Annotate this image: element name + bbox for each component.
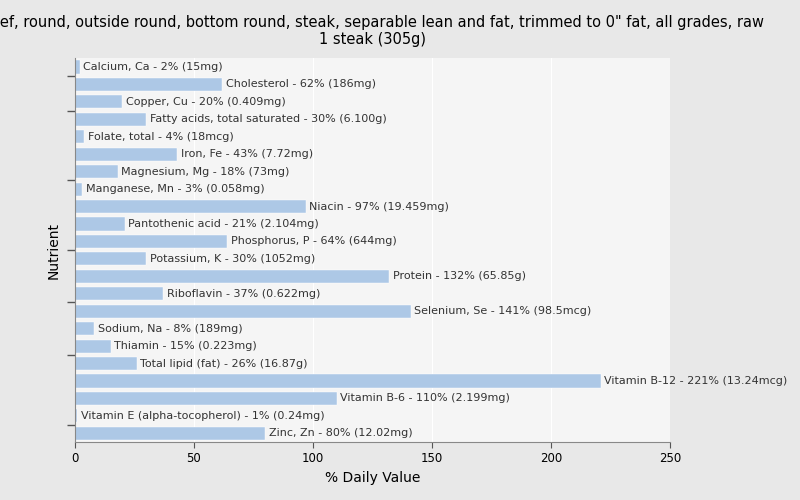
Text: Magnesium, Mg - 18% (73mg): Magnesium, Mg - 18% (73mg) bbox=[122, 166, 290, 176]
Text: Vitamin B-6 - 110% (2.199mg): Vitamin B-6 - 110% (2.199mg) bbox=[340, 394, 510, 404]
Bar bbox=[75, 340, 110, 352]
Bar bbox=[75, 60, 80, 74]
Bar bbox=[75, 270, 389, 283]
Bar bbox=[75, 427, 266, 440]
Text: Calcium, Ca - 2% (15mg): Calcium, Ca - 2% (15mg) bbox=[83, 62, 223, 72]
Bar bbox=[75, 392, 337, 405]
Title: Beef, round, outside round, bottom round, steak, separable lean and fat, trimmed: Beef, round, outside round, bottom round… bbox=[0, 15, 764, 48]
Bar bbox=[75, 374, 601, 388]
X-axis label: % Daily Value: % Daily Value bbox=[325, 471, 420, 485]
Text: Total lipid (fat) - 26% (16.87g): Total lipid (fat) - 26% (16.87g) bbox=[140, 358, 308, 368]
Text: Riboflavin - 37% (0.622mg): Riboflavin - 37% (0.622mg) bbox=[166, 289, 320, 299]
Text: Sodium, Na - 8% (189mg): Sodium, Na - 8% (189mg) bbox=[98, 324, 242, 334]
Bar bbox=[75, 78, 222, 91]
Bar bbox=[75, 410, 78, 422]
Bar bbox=[75, 322, 94, 335]
Bar bbox=[75, 304, 410, 318]
Bar bbox=[75, 130, 85, 143]
Text: Vitamin E (alpha-tocopherol) - 1% (0.24mg): Vitamin E (alpha-tocopherol) - 1% (0.24m… bbox=[81, 411, 325, 421]
Text: Zinc, Zn - 80% (12.02mg): Zinc, Zn - 80% (12.02mg) bbox=[269, 428, 413, 438]
Text: Protein - 132% (65.85g): Protein - 132% (65.85g) bbox=[393, 272, 526, 281]
Bar bbox=[75, 165, 118, 178]
Bar bbox=[75, 252, 146, 266]
Text: Niacin - 97% (19.459mg): Niacin - 97% (19.459mg) bbox=[310, 202, 450, 211]
Text: Potassium, K - 30% (1052mg): Potassium, K - 30% (1052mg) bbox=[150, 254, 315, 264]
Text: Cholesterol - 62% (186mg): Cholesterol - 62% (186mg) bbox=[226, 80, 376, 90]
Text: Pantothenic acid - 21% (2.104mg): Pantothenic acid - 21% (2.104mg) bbox=[129, 219, 319, 229]
Y-axis label: Nutrient: Nutrient bbox=[47, 222, 61, 278]
Bar bbox=[75, 235, 227, 248]
Bar bbox=[75, 113, 146, 126]
Bar bbox=[75, 148, 178, 161]
Text: Phosphorus, P - 64% (644mg): Phosphorus, P - 64% (644mg) bbox=[230, 236, 397, 246]
Text: Vitamin B-12 - 221% (13.24mcg): Vitamin B-12 - 221% (13.24mcg) bbox=[605, 376, 788, 386]
Bar bbox=[75, 287, 163, 300]
Bar bbox=[75, 357, 137, 370]
Bar bbox=[75, 218, 125, 230]
Text: Folate, total - 4% (18mcg): Folate, total - 4% (18mcg) bbox=[88, 132, 234, 142]
Text: Fatty acids, total saturated - 30% (6.100g): Fatty acids, total saturated - 30% (6.10… bbox=[150, 114, 386, 124]
Bar bbox=[75, 96, 122, 108]
Text: Manganese, Mn - 3% (0.058mg): Manganese, Mn - 3% (0.058mg) bbox=[86, 184, 264, 194]
Text: Thiamin - 15% (0.223mg): Thiamin - 15% (0.223mg) bbox=[114, 341, 257, 351]
Bar bbox=[75, 182, 82, 196]
Text: Copper, Cu - 20% (0.409mg): Copper, Cu - 20% (0.409mg) bbox=[126, 97, 286, 107]
Text: Selenium, Se - 141% (98.5mcg): Selenium, Se - 141% (98.5mcg) bbox=[414, 306, 591, 316]
Text: Iron, Fe - 43% (7.72mg): Iron, Fe - 43% (7.72mg) bbox=[181, 149, 313, 159]
Bar bbox=[75, 200, 306, 213]
